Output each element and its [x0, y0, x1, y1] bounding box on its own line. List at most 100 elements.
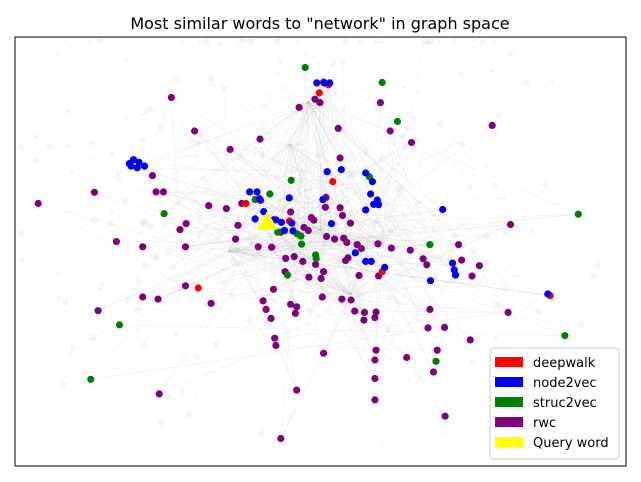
graph-edge	[265, 221, 376, 318]
graph-node	[390, 142, 396, 148]
point-node2vec	[367, 257, 375, 265]
graph-node	[109, 150, 115, 156]
graph-node	[142, 107, 149, 114]
data-points	[34, 63, 582, 443]
graph-node	[88, 334, 97, 343]
point-rwc	[346, 219, 354, 227]
point-rwc	[407, 138, 416, 147]
graph-edge	[304, 67, 455, 271]
graph-node	[495, 111, 503, 119]
graph-node	[420, 37, 428, 45]
graph-node	[150, 252, 159, 261]
graph-edge	[374, 130, 391, 361]
graph-edge	[289, 144, 376, 379]
graph-edge	[116, 241, 382, 244]
legend-label-node2vec: node2vec	[533, 376, 597, 391]
graph-edge	[179, 229, 471, 341]
graph-edge	[348, 215, 382, 244]
point-node2vec	[351, 249, 359, 257]
graph-edge	[119, 324, 565, 336]
graph-edge	[273, 289, 352, 295]
point-rwc	[181, 243, 190, 251]
graph-node	[17, 229, 25, 236]
graph-edge	[339, 142, 412, 208]
graph-edge	[281, 222, 377, 351]
point-rwc	[360, 316, 368, 324]
graph-edge	[281, 101, 309, 223]
graph-node	[415, 198, 422, 205]
graph-node	[226, 238, 231, 243]
graph-edge	[224, 221, 266, 284]
point-rwc	[304, 226, 312, 235]
graph-node	[145, 179, 152, 186]
point-node2vec	[127, 162, 135, 170]
graph-edge	[374, 293, 548, 401]
graph-edge	[289, 144, 315, 221]
point-struc2vec	[266, 190, 274, 198]
graph-edge	[308, 101, 392, 249]
point-node2vec	[326, 79, 334, 87]
point-rwc	[256, 135, 264, 143]
graph-edge	[320, 229, 359, 308]
point-node2vec	[253, 188, 261, 196]
point-node2vec	[320, 79, 328, 87]
graph-edge	[351, 294, 581, 326]
graph-edge	[141, 114, 230, 252]
graph-edge	[260, 200, 352, 295]
point-node2vec	[313, 79, 321, 87]
graph-edge	[265, 221, 296, 314]
graph-node	[484, 164, 488, 169]
graph-edge	[323, 242, 382, 272]
point-struc2vec	[283, 271, 292, 279]
legend-label-struc2vec: struc2vec	[533, 396, 597, 411]
graph-node	[374, 219, 378, 223]
graph-edge	[271, 144, 291, 248]
graph-node	[189, 138, 195, 144]
graph-edge	[289, 144, 335, 240]
point-rwc	[94, 307, 102, 315]
graph-node	[289, 279, 298, 288]
graph-edge	[308, 101, 557, 297]
graph-edge	[142, 243, 302, 298]
graph-edge	[131, 82, 383, 167]
graph-node	[285, 413, 293, 421]
graph-node	[492, 39, 496, 43]
graph-edge	[380, 102, 382, 243]
point-node2vec	[323, 168, 331, 176]
graph-node	[249, 241, 255, 247]
legend-swatch-struc2vec	[495, 397, 523, 407]
point-rwc	[355, 271, 363, 280]
graph-edge	[318, 155, 321, 231]
graph-node	[502, 195, 507, 200]
graph-node	[298, 180, 302, 184]
graph-edge	[68, 146, 352, 295]
graph-node	[485, 279, 489, 283]
graph-edge	[287, 101, 309, 146]
legend-swatch-node2vec	[495, 377, 523, 387]
graph-edge	[88, 41, 266, 222]
graph-node	[139, 112, 144, 117]
graph-node	[197, 39, 201, 43]
graph-edge	[62, 294, 352, 385]
graph-edge	[369, 176, 445, 328]
graph-node	[161, 221, 167, 227]
graph-node	[469, 358, 476, 365]
point-rwc	[351, 307, 359, 315]
graph-node	[65, 108, 71, 114]
graph-node	[304, 188, 308, 192]
graph-edge	[289, 144, 370, 178]
graph-edge	[315, 243, 378, 256]
graph-edge	[229, 149, 344, 239]
graph-node	[170, 264, 177, 270]
graph-edge	[426, 244, 459, 266]
point-rwc	[336, 204, 344, 212]
graph-edge	[185, 246, 462, 261]
point-rwc	[406, 246, 414, 254]
graph-node	[458, 71, 464, 77]
graph-edge	[228, 236, 327, 252]
graph-edge	[341, 298, 509, 313]
graph-edge	[265, 141, 493, 222]
graph-node	[294, 277, 300, 282]
graph-edge	[293, 229, 321, 284]
graph-node	[138, 229, 143, 234]
